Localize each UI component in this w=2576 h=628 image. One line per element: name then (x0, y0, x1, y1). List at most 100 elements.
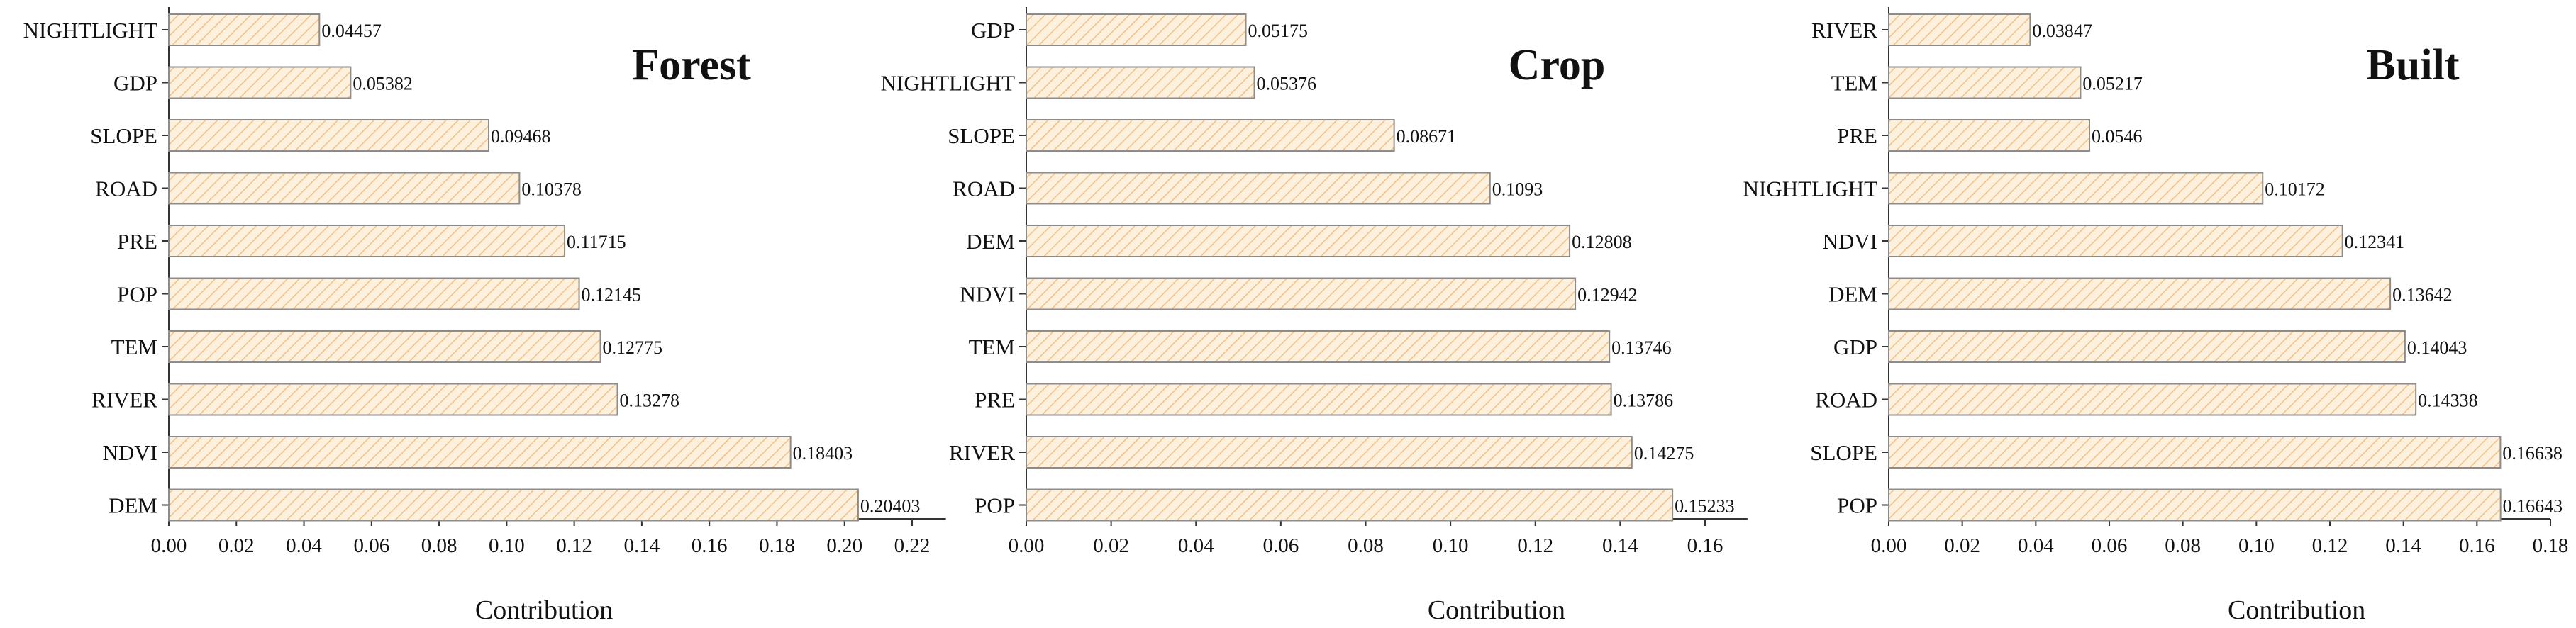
x-tick-label: 0.00 (1871, 534, 1907, 557)
category-label: DEM (1828, 282, 1877, 307)
value-label: 0.10378 (521, 179, 582, 200)
category-label: RIVER (949, 440, 1015, 465)
value-label: 0.16638 (2502, 443, 2563, 464)
bar-pop (1026, 488, 1674, 522)
value-label: 0.15233 (1675, 496, 1735, 517)
category-label: NIGHTLIGHT (1743, 176, 1877, 201)
x-tick-label: 0.12 (1517, 534, 1553, 557)
x-axis-label: Contribution (2228, 595, 2365, 625)
value-label: 0.04457 (321, 21, 382, 41)
category-label: DEM (966, 229, 1015, 254)
value-label: 0.20403 (860, 496, 921, 517)
value-label: 0.11715 (567, 232, 626, 252)
x-tick-label: 0.06 (2092, 534, 2128, 557)
category-label: POP (117, 282, 157, 307)
bar-pre (1888, 119, 2091, 152)
x-tick-label: 0.14 (1602, 534, 1638, 557)
category-label: RIVER (1811, 18, 1877, 43)
value-label: 0.12775 (603, 337, 663, 358)
x-tick-label: 0.08 (1348, 534, 1384, 557)
value-label: 0.13746 (1611, 337, 1672, 358)
value-label: 0.14275 (1634, 443, 1694, 464)
category-label: SLOPE (948, 123, 1015, 148)
x-tick-label: 0.18 (759, 534, 795, 557)
x-tick-label: 0.14 (2385, 534, 2421, 557)
x-tick-label: 0.02 (1944, 534, 1980, 557)
category-label: SLOPE (90, 123, 157, 148)
x-tick-label: 0.00 (151, 534, 187, 557)
value-label: 0.05382 (352, 74, 413, 94)
x-tick-label: 0.06 (353, 534, 389, 557)
category-label: ROAD (95, 176, 157, 201)
value-label: 0.16643 (2503, 496, 2563, 517)
x-tick-label: 0.02 (218, 534, 255, 557)
bar-road (1888, 383, 2417, 416)
bar-dem (1888, 277, 2392, 310)
x-tick-label: 0.04 (1178, 534, 1214, 557)
chart-panel-2: Crop 0.00 0.02 0.04 0.06 0.08 0.10 0.12 0.14 0.16… (881, 7, 1748, 625)
category-label: DEM (109, 493, 157, 518)
value-label: 0.05376 (1257, 74, 1317, 94)
category-label: NIGHTLIGHT (23, 18, 157, 43)
x-tick-label: 0.20 (826, 534, 862, 557)
bar-gdp (168, 66, 352, 99)
bar-river (1888, 13, 2031, 46)
category-label: ROAD (953, 176, 1015, 201)
chart-title: Forest (632, 41, 751, 89)
value-label: 0.03847 (2032, 21, 2092, 41)
value-label: 0.13642 (2392, 285, 2453, 305)
bar-nightlight (168, 13, 321, 46)
bar-dem (168, 488, 859, 522)
bar-tem (1888, 66, 2082, 99)
category-label: TEM (1831, 71, 1877, 96)
bar-pre (1026, 383, 1612, 416)
category-label: GDP (971, 18, 1015, 43)
chart-title: Crop (1509, 41, 1606, 89)
category-label: GDP (113, 71, 157, 96)
bar-slope (1888, 436, 2502, 469)
x-tick-label: 0.10 (2238, 534, 2275, 557)
chart-title: Built (2367, 41, 2460, 89)
value-label: 0.05175 (1248, 21, 1309, 41)
x-tick-label: 0.10 (489, 534, 525, 557)
bar-tem (1026, 330, 1611, 363)
x-tick-label: 0.08 (2165, 534, 2201, 557)
category-label: POP (975, 493, 1015, 518)
value-label: 0.08671 (1397, 126, 1457, 147)
category-label: NDVI (103, 440, 158, 465)
bar-pop (1888, 488, 2502, 522)
bar-ndvi (1026, 277, 1577, 310)
category-label: TEM (111, 335, 157, 359)
category-label: PRE (117, 229, 157, 254)
x-tick-label: 0.16 (1687, 534, 1723, 557)
category-label: TEM (969, 335, 1015, 359)
chart-panel-1: Forest 0.00 0.02 0.04 0.06 0.08 0.10 0.12 0.14 0.… (23, 7, 946, 625)
bar-pre (168, 225, 566, 257)
value-label: 0.13278 (620, 391, 680, 411)
category-label: PRE (975, 388, 1015, 413)
x-tick-label: 0.16 (692, 534, 728, 557)
x-axis-label: Contribution (475, 595, 613, 625)
x-tick-label: 0.04 (2018, 534, 2054, 557)
x-tick-label: 0.08 (421, 534, 457, 557)
value-label: 0.10172 (2265, 179, 2325, 200)
bar-nightlight (1888, 172, 2264, 205)
bar-gdp (1888, 330, 2406, 363)
bar-pop (168, 277, 580, 310)
x-tick-label: 0.18 (2533, 534, 2569, 557)
bar-river (1026, 436, 1633, 469)
category-label: SLOPE (1810, 440, 1877, 465)
bar-river (168, 383, 618, 416)
category-label: NDVI (960, 282, 1016, 307)
value-label: 0.14338 (2418, 391, 2478, 411)
bar-dem (1026, 225, 1571, 257)
value-label: 0.05217 (2082, 74, 2143, 94)
x-tick-label: 0.14 (624, 534, 660, 557)
bar-ndvi (168, 436, 792, 469)
chart-panel-3: Built 0.00 0.02 0.04 0.06 0.08 0.10 0.12 0.14 0.1… (1743, 7, 2569, 625)
x-axis-label: Contribution (1428, 595, 1565, 625)
value-label: 0.14043 (2407, 337, 2467, 358)
value-label: 0.09468 (491, 126, 551, 147)
category-label: NIGHTLIGHT (881, 71, 1015, 96)
